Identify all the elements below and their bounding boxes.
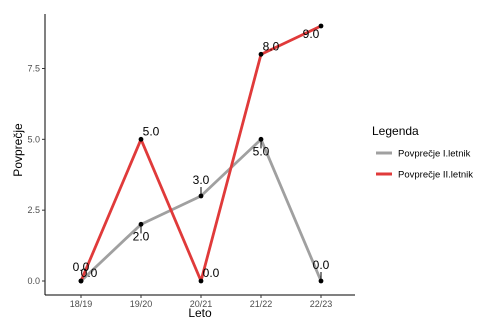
- data-label: 5.0: [253, 144, 270, 158]
- x-tick-label: 18/19: [70, 299, 93, 309]
- data-point: [138, 136, 144, 142]
- axes: 0.0 2.5 5.0 7.5 18/19 19/20 20/21 21/22 22/23: [27, 14, 355, 309]
- series-layer: [78, 23, 324, 284]
- x-tick-label: 21/22: [250, 299, 273, 309]
- legend: Legenda Povprečje I.letnik Povprečje II.l…: [372, 124, 473, 181]
- legend-label-1: Povprečje I.letnik: [398, 149, 471, 160]
- x-tick-label: 22/23: [310, 299, 333, 309]
- y-tick-label: 2.5: [27, 205, 40, 215]
- data-label: 0.0: [203, 266, 220, 280]
- data-label: 2.0: [133, 229, 150, 243]
- x-axis-title: Leto: [188, 306, 212, 320]
- y-tick-label: 0.0: [27, 276, 40, 286]
- series-line-1: [79, 137, 323, 283]
- y-tick-label: 5.0: [27, 134, 40, 144]
- series-line-2: [79, 24, 323, 283]
- data-point: [198, 278, 204, 284]
- data-labels-layer: 0.02.03.05.00.00.05.00.08.09.0: [73, 27, 330, 281]
- data-label: 0.0: [73, 260, 90, 274]
- data-label: 0.0: [81, 266, 98, 280]
- x-tick-label: 19/20: [130, 299, 153, 309]
- data-label: 0.0: [313, 258, 330, 272]
- x-tick-label: 20/21: [190, 299, 213, 309]
- data-label: 3.0: [193, 173, 210, 187]
- data-label: 8.0: [263, 39, 280, 53]
- legend-label-2: Povprečje II.letnik: [398, 170, 473, 181]
- data-label: 9.0: [303, 27, 320, 41]
- y-tick-label: 7.5: [27, 64, 40, 74]
- y-axis-title: Povprečje: [11, 123, 25, 177]
- data-point: [318, 23, 324, 29]
- data-point: [78, 278, 84, 284]
- data-label: 5.0: [143, 124, 160, 138]
- data-point: [258, 51, 264, 57]
- legend-title: Legenda: [372, 124, 419, 138]
